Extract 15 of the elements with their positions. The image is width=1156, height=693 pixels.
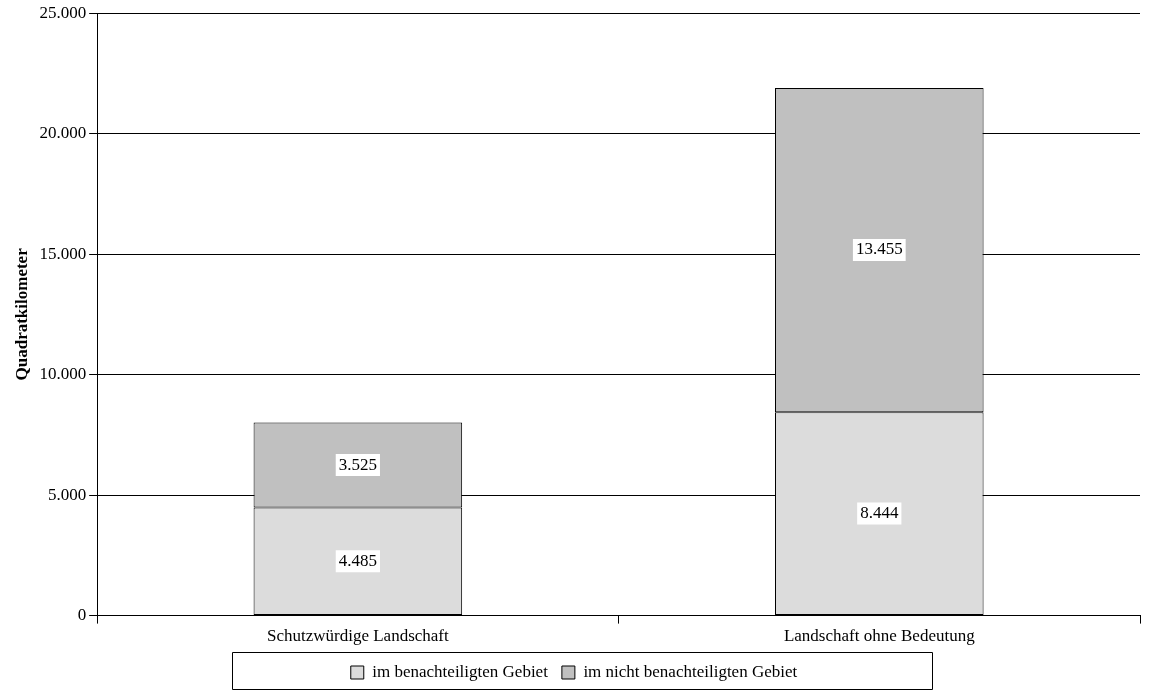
y-tick-label: 25.000 xyxy=(39,2,87,22)
data-label: 13.455 xyxy=(855,239,903,259)
data-label: 8.444 xyxy=(860,503,899,523)
y-tick-label: 20.000 xyxy=(39,123,87,143)
x-tick-label: Landschaft ohne Bedeutung xyxy=(783,626,976,646)
data-label: 3.525 xyxy=(338,454,377,474)
y-tick-label: 10.000 xyxy=(39,364,87,384)
y-tick-label: 15.000 xyxy=(39,243,87,263)
data-label: 4.485 xyxy=(338,550,377,570)
legend-label: im nicht benachteiligten Gebiet xyxy=(583,661,798,681)
legend-label: im benachteiligten Gebiet xyxy=(372,661,549,681)
y-tick-label: 0 xyxy=(77,605,87,625)
y-tick-label: 5.000 xyxy=(47,484,87,504)
x-tick-label: Schutzwürdige Landschaft xyxy=(266,626,450,646)
y-axis-title: Quadratkilometer xyxy=(11,247,31,381)
